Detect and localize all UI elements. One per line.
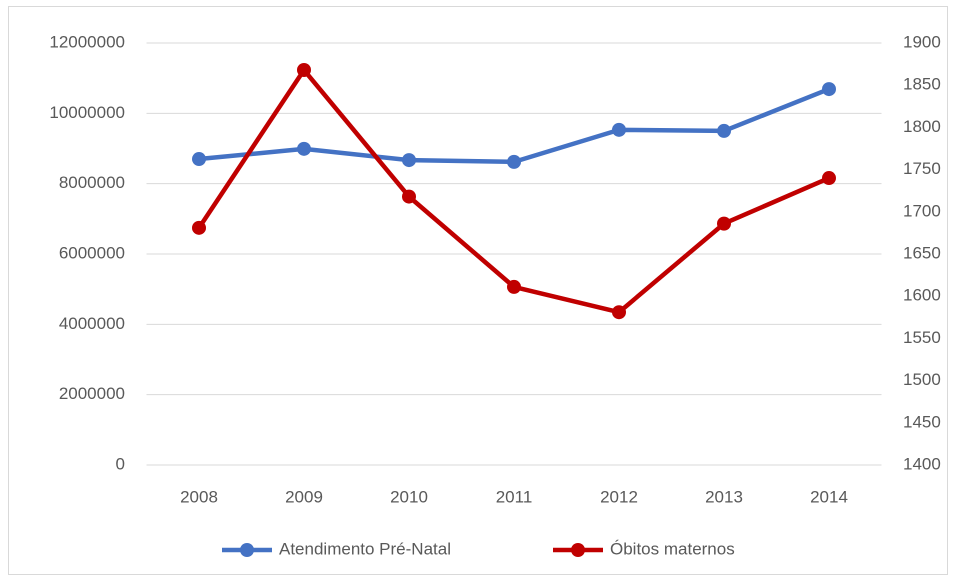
y2-tick-label: 1500 xyxy=(903,370,941,389)
legend-label: Atendimento Pré-Natal xyxy=(279,539,451,558)
y2-tick-label: 1750 xyxy=(903,159,941,178)
y-tick-label: 0 xyxy=(116,454,125,473)
y2-tick-label: 1600 xyxy=(903,286,941,305)
data-point xyxy=(297,141,311,156)
y-tick-label: 12000000 xyxy=(49,32,125,51)
data-point xyxy=(612,122,626,137)
x-tick-label: 2012 xyxy=(600,487,638,506)
chart-border xyxy=(8,6,948,575)
data-point xyxy=(507,279,521,294)
y-tick-label: 6000000 xyxy=(59,243,125,262)
x-tick-label: 2008 xyxy=(180,487,218,506)
data-point xyxy=(192,152,206,167)
data-point xyxy=(402,189,416,204)
y2-tick-label: 1450 xyxy=(903,412,941,431)
y2-tick-label: 1650 xyxy=(903,243,941,262)
x-tick-label: 2011 xyxy=(496,487,533,506)
data-point xyxy=(717,123,731,138)
y-tick-label: 2000000 xyxy=(59,384,125,403)
y2-tick-label: 1700 xyxy=(903,201,941,220)
data-point xyxy=(612,305,626,320)
y2-tick-label: 1850 xyxy=(903,75,941,94)
y-tick-label: 10000000 xyxy=(49,103,125,122)
data-point xyxy=(822,82,836,97)
data-point xyxy=(192,220,206,235)
y-tick-label: 8000000 xyxy=(59,173,125,192)
data-point xyxy=(297,63,311,78)
y2-tick-label: 1550 xyxy=(903,328,941,347)
x-tick-label: 2009 xyxy=(285,487,323,506)
y2-tick-label: 1800 xyxy=(903,117,941,136)
y2-tick-label: 1400 xyxy=(903,454,941,473)
legend-label: Óbitos maternos xyxy=(610,539,735,558)
legend-marker xyxy=(571,543,585,557)
x-tick-label: 2013 xyxy=(705,487,743,506)
legend-marker xyxy=(240,543,254,557)
data-point xyxy=(402,153,416,168)
x-tick-label: 2010 xyxy=(390,487,428,506)
data-point xyxy=(822,171,836,186)
y2-tick-label: 1900 xyxy=(903,32,941,51)
data-point xyxy=(507,154,521,169)
x-tick-label: 2014 xyxy=(810,487,848,506)
data-point xyxy=(717,216,731,231)
y-tick-label: 4000000 xyxy=(59,314,125,333)
